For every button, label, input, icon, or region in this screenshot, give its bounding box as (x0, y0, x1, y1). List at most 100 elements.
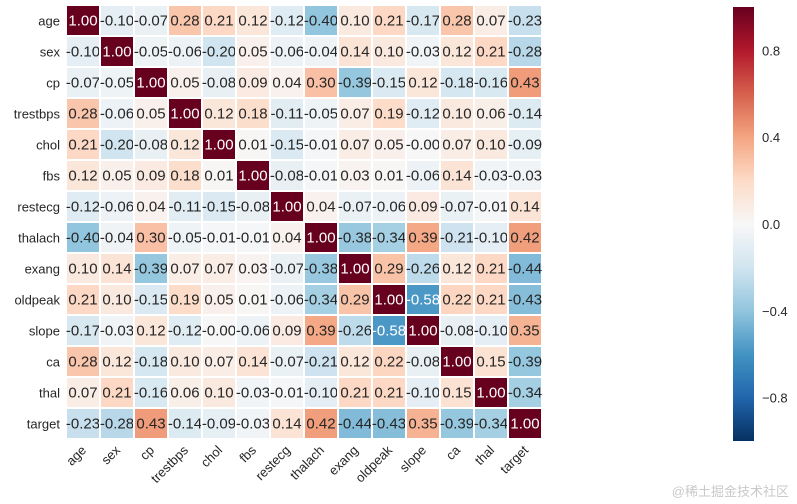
heatmap-cell (439, 407, 475, 440)
cell-value-label: -0.09 (508, 137, 542, 154)
y-tick-label: oldpeak (14, 293, 60, 308)
heatmap-cell (507, 159, 543, 192)
cell-value-label: -0.12 (66, 199, 100, 216)
cell-value-label: 0.12 (102, 354, 131, 371)
x-tick-label: chol (198, 442, 226, 470)
cell-value-label: 0.30 (306, 75, 335, 92)
colorbar-tick-label: −0.4 (762, 304, 788, 319)
cell-value-label: -0.10 (474, 230, 508, 247)
cell-value-label: -0.03 (236, 416, 270, 433)
cell-value-label: 0.39 (306, 323, 335, 340)
cell-value-label: 0.10 (442, 106, 471, 123)
cell-value-label: 0.29 (340, 292, 369, 309)
cell-value-label: -0.10 (66, 44, 100, 61)
cell-value-label: 0.04 (272, 75, 301, 92)
heatmap-cell (473, 190, 509, 223)
cell-value-label: 0.09 (238, 75, 267, 92)
cell-value-label: 0.21 (476, 292, 505, 309)
cell-value-label: -0.18 (134, 354, 168, 371)
cell-value-label: -0.06 (168, 44, 202, 61)
cell-value-label: 0.10 (170, 354, 199, 371)
cell-value-label: -0.01 (304, 137, 338, 154)
cell-value-label: -0.03 (236, 385, 270, 402)
cell-value-label: -0.17 (66, 323, 100, 340)
cell-value-label: 0.09 (136, 168, 165, 185)
y-tick-label: thal (39, 386, 60, 401)
y-tick-label: chol (36, 138, 60, 153)
heatmap-cell (507, 128, 543, 161)
cell-value-label: -0.14 (508, 106, 542, 123)
colorbar-tick-label: 0.4 (762, 130, 780, 145)
cell-value-label: -0.07 (270, 354, 304, 371)
y-tick-label: slope (29, 324, 60, 339)
heatmap-cell (167, 190, 203, 223)
x-tick-label: fbs (236, 442, 259, 465)
y-tick-label: sex (40, 45, 61, 60)
cell-value-label: 0.30 (136, 230, 165, 247)
heatmap-cell (269, 407, 305, 440)
x-tick-label: age (63, 443, 89, 469)
cell-value-label: -0.15 (270, 137, 304, 154)
cell-value-label: -0.06 (372, 199, 406, 216)
cell-value-label: -0.20 (202, 44, 236, 61)
cell-value-label: -0.39 (134, 261, 168, 278)
heatmap-cell (303, 407, 339, 440)
heatmap-cell (201, 221, 237, 254)
cell-value-label: 0.14 (102, 261, 131, 278)
heatmap-cell (371, 221, 407, 254)
cell-value-label: 0.06 (170, 385, 199, 402)
cell-value-label: 0.18 (170, 168, 199, 185)
cell-value-label: -0.20 (100, 137, 134, 154)
cell-value-label: -0.26 (406, 261, 440, 278)
cell-value-label: -0.08 (406, 354, 440, 371)
x-tick-label: slope (397, 443, 430, 476)
cell-value-label: -0.01 (202, 230, 236, 247)
cell-value-label: 0.12 (68, 168, 97, 185)
cell-value-label: 0.14 (272, 416, 301, 433)
cell-value-label: 0.06 (476, 106, 505, 123)
cell-value-label: 1.00 (408, 323, 437, 340)
x-tick-label: trestbps (148, 442, 192, 486)
cell-value-label: 0.42 (306, 416, 335, 433)
cell-value-label: -0.58 (406, 292, 440, 309)
cell-value-label: 0.12 (442, 261, 471, 278)
heatmap-cell (133, 35, 169, 68)
cell-value-label: -0.08 (202, 75, 236, 92)
cell-value-label: -0.23 (508, 13, 542, 30)
cell-value-label: -0.05 (134, 44, 168, 61)
colorbar-tick-label: −0.8 (762, 391, 788, 406)
cell-value-label: -0.44 (508, 261, 542, 278)
cell-value-label: 0.28 (68, 354, 97, 371)
cell-value-label: 0.03 (340, 168, 369, 185)
cell-value-label: -0.06 (236, 323, 270, 340)
cell-value-label: 0.10 (476, 137, 505, 154)
cell-value-label: 0.10 (102, 292, 131, 309)
heatmap-cell (337, 407, 373, 440)
cell-value-label: 0.43 (136, 416, 165, 433)
cell-value-label: -0.21 (304, 354, 338, 371)
cell-value-label: 0.15 (476, 354, 505, 371)
cell-value-label: 0.21 (476, 261, 505, 278)
cell-value-label: -0.08 (134, 137, 168, 154)
heatmap-cell (439, 190, 475, 223)
cell-value-label: 0.09 (408, 199, 437, 216)
cell-value-label: 1.00 (102, 44, 131, 61)
cell-value-label: -0.06 (270, 292, 304, 309)
heatmap-cell (303, 283, 339, 316)
cell-value-label: -0.07 (338, 199, 372, 216)
cell-value-label: -0.17 (406, 13, 440, 30)
heatmap-cell (337, 314, 373, 347)
heatmap-cell (337, 97, 373, 130)
cell-value-label: 1.00 (306, 230, 335, 247)
cell-value-label: 0.12 (238, 13, 267, 30)
cell-value-label: -0.04 (100, 230, 134, 247)
cell-value-label: -0.15 (372, 75, 406, 92)
heatmap-cell (133, 128, 169, 161)
colorbar-tick-label: 0.8 (762, 43, 780, 58)
cell-value-label: -0.26 (338, 323, 372, 340)
cell-value-label: 0.10 (340, 13, 369, 30)
cell-value-label: 0.14 (510, 199, 539, 216)
cell-value-label: 0.12 (170, 137, 199, 154)
cell-value-label: 0.35 (408, 416, 437, 433)
cell-value-label: -0.10 (406, 385, 440, 402)
